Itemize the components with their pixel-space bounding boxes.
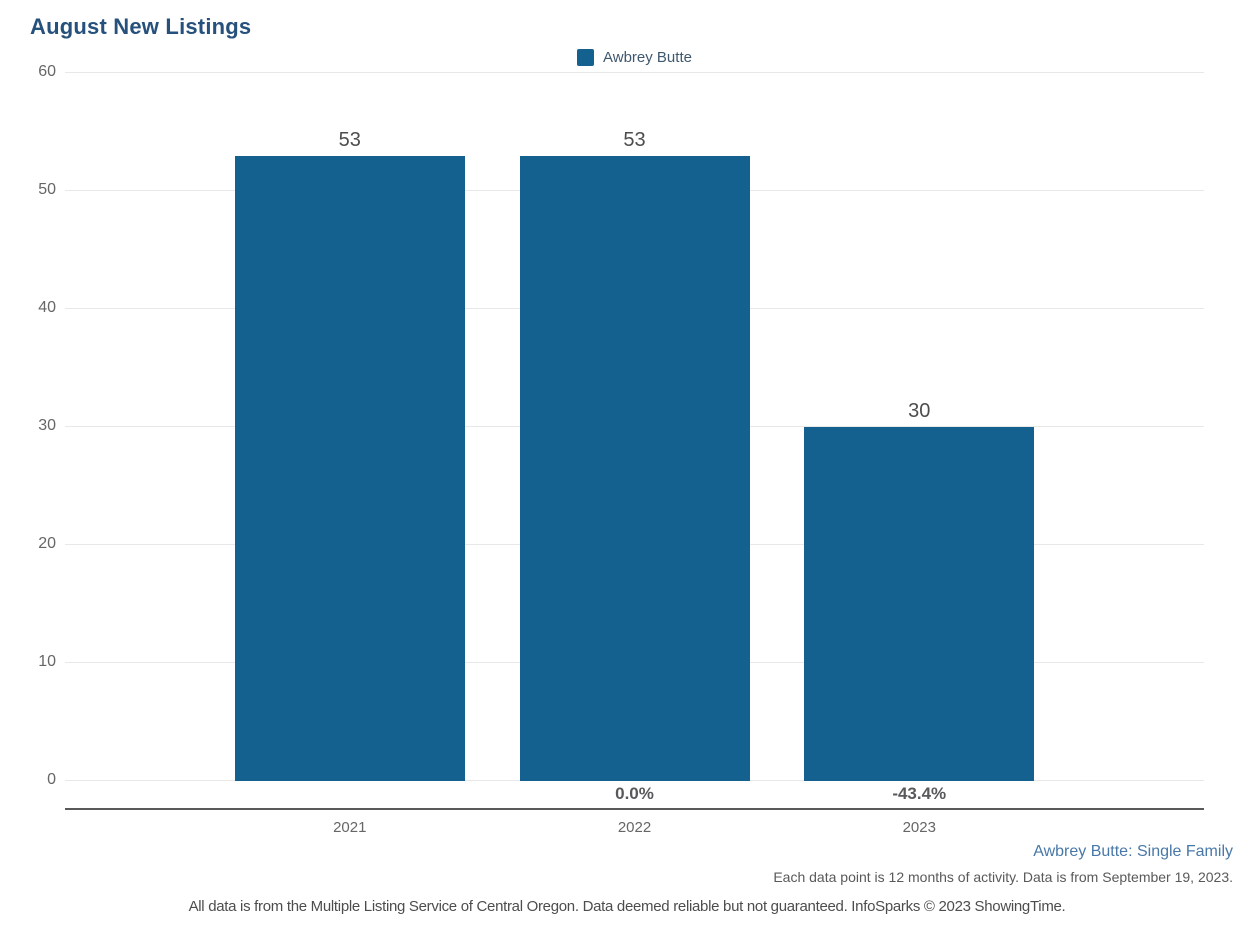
- y-tick-label: 20: [38, 535, 56, 552]
- y-tick-label: 50: [38, 181, 56, 198]
- x-axis-line: [65, 808, 1204, 810]
- legend-label: Awbrey Butte: [603, 48, 692, 66]
- data-note: Each data point is 12 months of activity…: [773, 869, 1233, 885]
- bar-2022[interactable]: 53: [519, 129, 750, 781]
- bar-value-label: 53: [338, 128, 361, 151]
- legend: Awbrey Butte: [65, 45, 1204, 69]
- bar-2023[interactable]: 30: [804, 400, 1035, 781]
- plot-area: 0 10 20 30 40 50 60 53 53 30: [38, 63, 1204, 788]
- percent-change-row: 0.0% -43.4%: [65, 784, 1204, 808]
- y-tick-label: 0: [47, 771, 56, 788]
- y-tick-label: 40: [38, 299, 56, 316]
- legend-swatch-icon: [577, 48, 595, 66]
- percent-change-label: -43.4%: [892, 784, 947, 803]
- series-note: Awbrey Butte: Single Family: [1033, 843, 1233, 860]
- y-tick-label: 30: [38, 417, 56, 434]
- bar-value-label: 53: [623, 128, 646, 151]
- x-tick-label: 2022: [617, 819, 652, 836]
- bar-value-label: 30: [908, 400, 931, 422]
- percent-change-label: 0.0%: [615, 784, 654, 803]
- y-tick-label: 60: [38, 63, 56, 80]
- y-tick-label: 10: [38, 653, 56, 670]
- bar-2021[interactable]: 53: [234, 129, 465, 781]
- x-tick-label: 2021: [333, 819, 367, 836]
- disclaimer: All data is from the Multiple Listing Se…: [188, 898, 1066, 915]
- gridline: 60: [38, 63, 1204, 80]
- chart-title: August New Listings: [30, 14, 252, 39]
- x-tick-label: 2023: [902, 819, 936, 836]
- x-axis-labels: 2021 2022 2023: [65, 819, 1204, 839]
